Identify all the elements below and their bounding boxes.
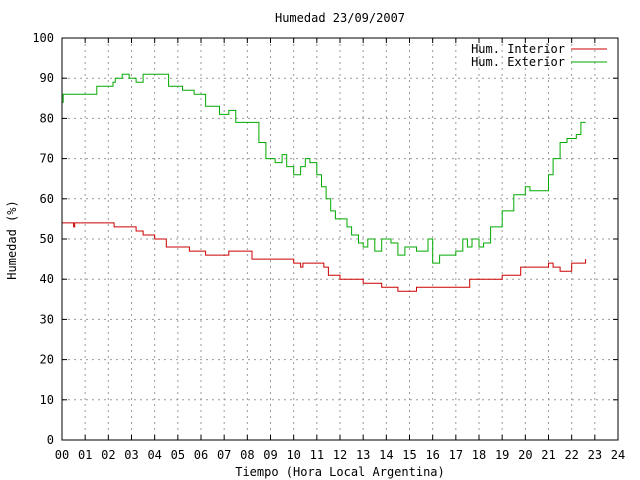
x-tick-label: 10 <box>286 448 300 462</box>
y-tick-label: 100 <box>32 31 54 45</box>
x-tick-label: 09 <box>263 448 277 462</box>
y-axis-label: Humedad (%) <box>5 200 19 279</box>
x-tick-label: 16 <box>425 448 439 462</box>
x-tick-label: 18 <box>472 448 486 462</box>
x-tick-label: 13 <box>356 448 370 462</box>
x-tick-label: 22 <box>564 448 578 462</box>
series-line-exterior <box>62 73 586 264</box>
x-tick-label: 02 <box>101 448 115 462</box>
x-tick-label: 20 <box>518 448 532 462</box>
chart-tick-labels: 0 10 20 30 40 50 60 70 80 90 100 00 01 02 03 04 05 06 07 08… <box>32 31 625 462</box>
y-tick-label: 30 <box>40 312 54 326</box>
y-tick-label: 50 <box>40 232 54 246</box>
legend-label: Hum. Interior <box>471 42 565 56</box>
x-tick-label: 06 <box>194 448 208 462</box>
chart-grid <box>62 38 618 440</box>
x-tick-label: 08 <box>240 448 254 462</box>
x-tick-label: 04 <box>147 448 161 462</box>
x-tick-label: 11 <box>310 448 324 462</box>
x-tick-label: 17 <box>449 448 463 462</box>
x-tick-label: 07 <box>217 448 231 462</box>
x-tick-label: 05 <box>171 448 185 462</box>
x-tick-label: 21 <box>541 448 555 462</box>
x-tick-label: 00 <box>55 448 69 462</box>
y-tick-label: 10 <box>40 393 54 407</box>
x-tick-label: 01 <box>78 448 92 462</box>
series-line-interior <box>62 222 587 292</box>
chart-ticks <box>61 37 619 441</box>
y-tick-label: 80 <box>40 111 54 125</box>
x-tick-label: 03 <box>124 448 138 462</box>
y-tick-label: 90 <box>40 71 54 85</box>
y-tick-label: 70 <box>40 152 54 166</box>
x-tick-label: 19 <box>495 448 509 462</box>
x-tick-label: 15 <box>402 448 416 462</box>
y-tick-label: 60 <box>40 192 54 206</box>
x-tick-label: 14 <box>379 448 393 462</box>
y-tick-label: 40 <box>40 272 54 286</box>
chart-series-group <box>62 73 587 292</box>
y-tick-label: 20 <box>40 353 54 367</box>
legend-label: Hum. Exterior <box>471 55 565 69</box>
x-tick-label: 12 <box>333 448 347 462</box>
x-tick-label: 23 <box>588 448 602 462</box>
y-tick-label: 0 <box>47 433 54 447</box>
x-tick-label: 24 <box>611 448 625 462</box>
chart-title: Humedad 23/09/2007 <box>275 11 405 25</box>
x-axis-label: Tiempo (Hora Local Argentina) <box>235 465 445 479</box>
